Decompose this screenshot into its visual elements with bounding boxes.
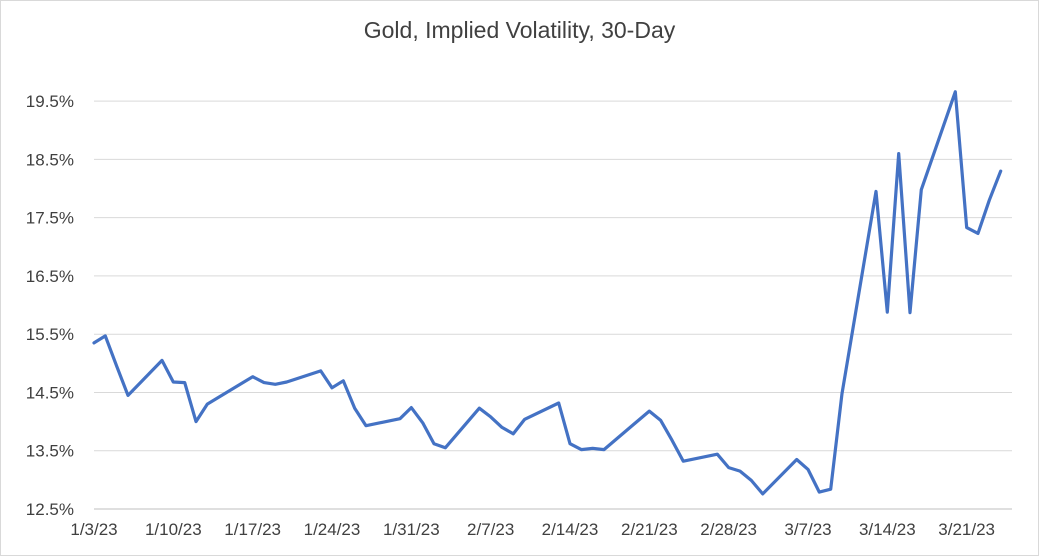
data-point xyxy=(671,439,674,442)
data-point xyxy=(682,460,685,463)
x-tick-label: 2/7/23 xyxy=(467,520,514,539)
data-point xyxy=(807,468,810,471)
data-point xyxy=(93,341,96,344)
data-point xyxy=(251,375,254,378)
x-tick-label: 3/14/23 xyxy=(859,520,916,539)
data-point xyxy=(727,466,730,469)
data-point xyxy=(353,407,356,410)
data-point xyxy=(331,386,334,389)
data-point xyxy=(999,170,1002,173)
data-point xyxy=(489,415,492,418)
data-point xyxy=(399,417,402,420)
x-tick-label: 3/21/23 xyxy=(938,520,995,539)
data-point xyxy=(818,491,821,494)
data-point xyxy=(886,311,889,314)
data-point xyxy=(977,232,980,235)
data-point xyxy=(829,488,832,491)
data-point xyxy=(206,403,209,406)
data-point xyxy=(659,419,662,422)
data-point xyxy=(365,424,368,427)
y-tick-label: 13.5% xyxy=(26,442,74,461)
x-tick-label: 2/21/23 xyxy=(621,520,678,539)
data-point xyxy=(965,226,968,229)
data-point xyxy=(274,383,277,386)
gridlines xyxy=(94,100,1012,510)
data-point xyxy=(478,407,481,410)
series-group xyxy=(92,90,1003,496)
data-point xyxy=(795,458,798,461)
data-point xyxy=(897,152,900,155)
data-point xyxy=(410,406,413,409)
y-tick-label: 15.5% xyxy=(26,325,74,344)
y-axis-labels: 12.5% 13.5% 14.5% 15.5% 16.5% 17.5% 18.5% 19.5% xyxy=(26,92,74,519)
data-point xyxy=(716,453,719,456)
y-tick-label: 16.5% xyxy=(26,267,74,286)
x-tick-label: 1/24/23 xyxy=(304,520,361,539)
y-tick-label: 19.5% xyxy=(26,92,74,111)
data-point xyxy=(648,410,651,413)
x-tick-label: 1/3/23 xyxy=(70,520,117,539)
data-point xyxy=(444,446,447,449)
data-point xyxy=(195,420,198,423)
x-tick-label: 1/17/23 xyxy=(224,520,281,539)
data-point xyxy=(761,492,764,495)
data-point xyxy=(285,380,288,383)
data-point xyxy=(750,479,753,482)
data-point xyxy=(523,418,526,421)
data-point xyxy=(501,426,504,429)
x-tick-label: 1/31/23 xyxy=(383,520,440,539)
data-point xyxy=(263,381,266,384)
data-point xyxy=(433,442,436,445)
chart-title: Gold, Implied Volatility, 30-Day xyxy=(363,17,676,43)
y-tick-label: 14.5% xyxy=(26,383,74,402)
y-tick-label: 12.5% xyxy=(26,500,74,519)
data-point xyxy=(988,199,991,202)
data-point xyxy=(875,190,878,193)
data-point xyxy=(557,401,560,404)
data-point xyxy=(739,470,742,473)
data-point xyxy=(115,365,118,368)
data-point xyxy=(569,442,572,445)
y-tick-label: 17.5% xyxy=(26,209,74,228)
data-point xyxy=(342,379,345,382)
y-tick-label: 18.5% xyxy=(26,150,74,169)
data-point xyxy=(183,381,186,384)
x-tick-label: 2/28/23 xyxy=(700,520,757,539)
data-point xyxy=(920,188,923,191)
x-tick-label: 2/14/23 xyxy=(542,520,599,539)
data-point xyxy=(841,392,844,395)
data-point xyxy=(954,90,957,93)
x-tick-label: 3/7/23 xyxy=(784,520,831,539)
data-point xyxy=(127,394,130,397)
data-point xyxy=(319,369,322,372)
series-line xyxy=(92,90,1003,496)
data-point xyxy=(172,380,175,383)
data-point xyxy=(421,421,424,424)
data-point xyxy=(909,311,912,314)
data-point xyxy=(512,432,515,435)
x-axis-labels: 1/3/23 1/10/23 1/17/23 1/24/23 1/31/23 2/7/23… xyxy=(70,520,995,539)
x-tick-label: 1/10/23 xyxy=(145,520,202,539)
data-point xyxy=(591,447,594,450)
data-point xyxy=(603,448,606,451)
data-point xyxy=(104,334,107,337)
data-point xyxy=(161,359,164,362)
data-point xyxy=(580,448,583,451)
